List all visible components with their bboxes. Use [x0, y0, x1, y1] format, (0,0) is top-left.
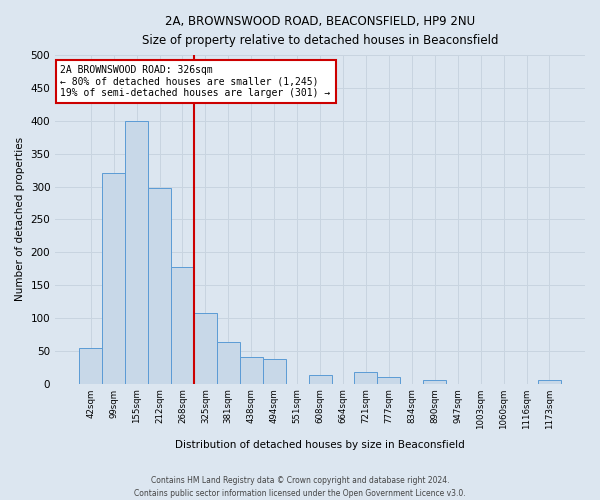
Bar: [423, 380, 446, 384]
Bar: [79, 348, 102, 384]
Title: 2A, BROWNSWOOD ROAD, BEACONSFIELD, HP9 2NU
Size of property relative to detached: 2A, BROWNSWOOD ROAD, BEACONSFIELD, HP9 2…: [142, 15, 499, 47]
Bar: [171, 266, 194, 384]
Bar: [308, 375, 332, 384]
Text: 2A BROWNSWOOD ROAD: 326sqm
← 80% of detached houses are smaller (1,245)
19% of s: 2A BROWNSWOOD ROAD: 326sqm ← 80% of deta…: [61, 65, 331, 98]
X-axis label: Distribution of detached houses by size in Beaconsfield: Distribution of detached houses by size …: [175, 440, 465, 450]
Bar: [355, 372, 377, 384]
Y-axis label: Number of detached properties: Number of detached properties: [15, 138, 25, 302]
Bar: [538, 380, 561, 384]
Bar: [148, 188, 171, 384]
Bar: [194, 312, 217, 384]
Text: Contains HM Land Registry data © Crown copyright and database right 2024.
Contai: Contains HM Land Registry data © Crown c…: [134, 476, 466, 498]
Bar: [102, 174, 125, 384]
Bar: [217, 342, 240, 384]
Bar: [240, 358, 263, 384]
Bar: [263, 360, 286, 384]
Bar: [377, 377, 400, 384]
Bar: [125, 121, 148, 384]
